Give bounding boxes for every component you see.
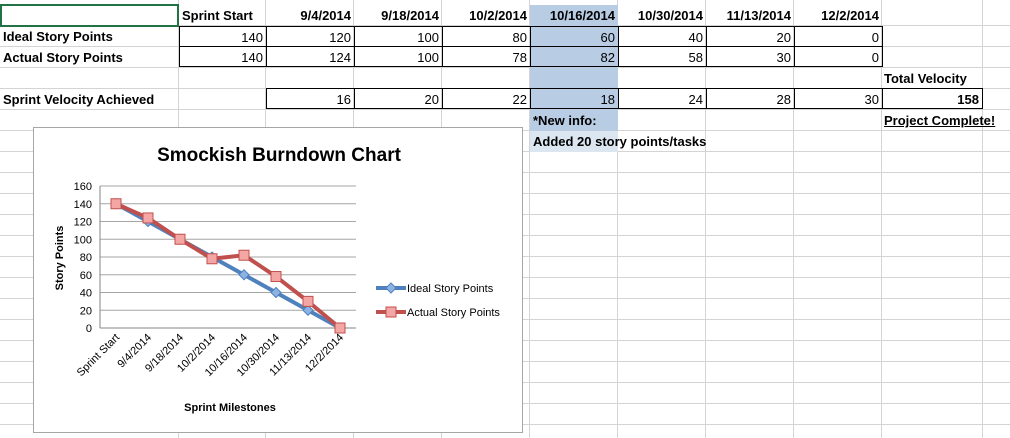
ideal-value[interactable]: 0 (794, 26, 883, 47)
project-complete-label[interactable]: Project Complete! (884, 113, 996, 128)
total-velocity-label[interactable]: Total Velocity (884, 71, 967, 86)
header-date[interactable]: 10/16/2014 (549, 8, 615, 23)
actual-point (270, 271, 282, 283)
actual-point (142, 212, 154, 224)
actual-value[interactable]: 0 (794, 46, 883, 67)
actual-value[interactable]: 78 (442, 46, 531, 67)
actual-value[interactable]: 58 (618, 46, 707, 67)
y-tick-label: 160 (74, 181, 92, 193)
note-added-points[interactable]: Added 20 story points/tasks (533, 134, 707, 149)
highlight-col (530, 5, 618, 110)
y-tick-label: 60 (80, 270, 92, 282)
actual-point (110, 198, 122, 210)
header-date[interactable]: 10/2/2014 (469, 8, 527, 23)
ideal-value[interactable]: 140 (179, 26, 267, 47)
y-axis-label: Story Points (54, 226, 66, 291)
header-sprint-start[interactable]: Sprint Start (182, 8, 253, 23)
y-tick-label: 80 (80, 252, 92, 264)
ideal-value[interactable]: 80 (442, 26, 531, 47)
ideal-value[interactable]: 60 (530, 26, 619, 47)
ideal-point (302, 304, 314, 316)
x-axis-ticks: Sprint Start9/4/20149/18/201410/2/201410… (75, 332, 346, 379)
actual-value[interactable]: 100 (354, 46, 443, 67)
series-line (115, 202, 341, 330)
ideal-value[interactable]: 100 (354, 26, 443, 47)
highlight-note-2 (530, 131, 618, 152)
burndown-chart[interactable]: 0 20 40 60 80 100 120 140 160 Sprint Start 9/4/20… (33, 127, 523, 433)
header-date[interactable]: 12/2/2014 (821, 8, 879, 23)
chart-legend: Ideal Story Points Actual Story Points (376, 282, 500, 319)
actual-value[interactable]: 140 (179, 46, 267, 67)
ideal-value[interactable]: 20 (706, 26, 795, 47)
velocity-value[interactable]: 22 (442, 88, 531, 109)
highlight-note-1 (530, 110, 618, 131)
velocity-value[interactable]: 24 (618, 88, 707, 109)
actual-value[interactable]: 82 (530, 46, 619, 67)
y-tick-label: 140 (74, 199, 92, 211)
chart-canvas: 0 20 40 60 80 100 120 140 160 Sprint Start9/4/20… (54, 145, 500, 414)
header-date[interactable]: 9/4/2014 (300, 8, 351, 23)
velocity-value[interactable]: 20 (354, 88, 443, 109)
total-velocity-value[interactable]: 158 (882, 88, 983, 109)
ideal-point (238, 269, 250, 281)
velocity-value[interactable]: 30 (794, 88, 883, 109)
legend-label: Ideal Story Points (407, 283, 494, 295)
y-tick-label: 120 (74, 217, 92, 229)
actual-point (334, 322, 346, 334)
ideal-point (270, 286, 282, 299)
actual-point (206, 253, 218, 265)
row-label-ideal[interactable]: Ideal Story Points (3, 29, 113, 44)
actual-point (174, 233, 186, 245)
ideal-value[interactable]: 120 (266, 26, 355, 47)
y-tick-label: 40 (80, 288, 92, 300)
x-axis-label: Sprint Milestones (184, 402, 276, 414)
y-tick-label: 100 (74, 234, 92, 246)
velocity-value[interactable]: 18 (530, 88, 619, 109)
series-layer (110, 198, 346, 334)
note-new-info[interactable]: *New info: (533, 113, 597, 128)
legend-marker (385, 282, 397, 294)
actual-point (238, 249, 250, 261)
actual-point (302, 295, 314, 307)
legend-label: Actual Story Points (407, 307, 500, 319)
velocity-value[interactable]: 16 (266, 88, 355, 109)
actual-value[interactable]: 124 (266, 46, 355, 67)
y-axis-ticks: 0 20 40 60 80 100 120 140 160 (74, 181, 92, 335)
legend-marker (385, 306, 397, 318)
header-date[interactable]: 11/13/2014 (726, 8, 791, 23)
chart-title: Smockish Burndown Chart (157, 145, 402, 166)
y-tick-label: 20 (80, 305, 92, 317)
x-tick-label: Sprint Start (75, 332, 122, 379)
row-label-actual[interactable]: Actual Story Points (3, 50, 123, 65)
y-tick-label: 0 (86, 323, 92, 335)
row-label-velocity[interactable]: Sprint Velocity Achieved (3, 92, 155, 107)
selected-cell[interactable] (0, 4, 179, 27)
header-date[interactable]: 9/18/2014 (381, 8, 439, 23)
ideal-value[interactable]: 40 (618, 26, 707, 47)
velocity-value[interactable]: 28 (706, 88, 795, 109)
header-date[interactable]: 10/30/2014 (637, 8, 703, 23)
actual-value[interactable]: 30 (706, 46, 795, 67)
